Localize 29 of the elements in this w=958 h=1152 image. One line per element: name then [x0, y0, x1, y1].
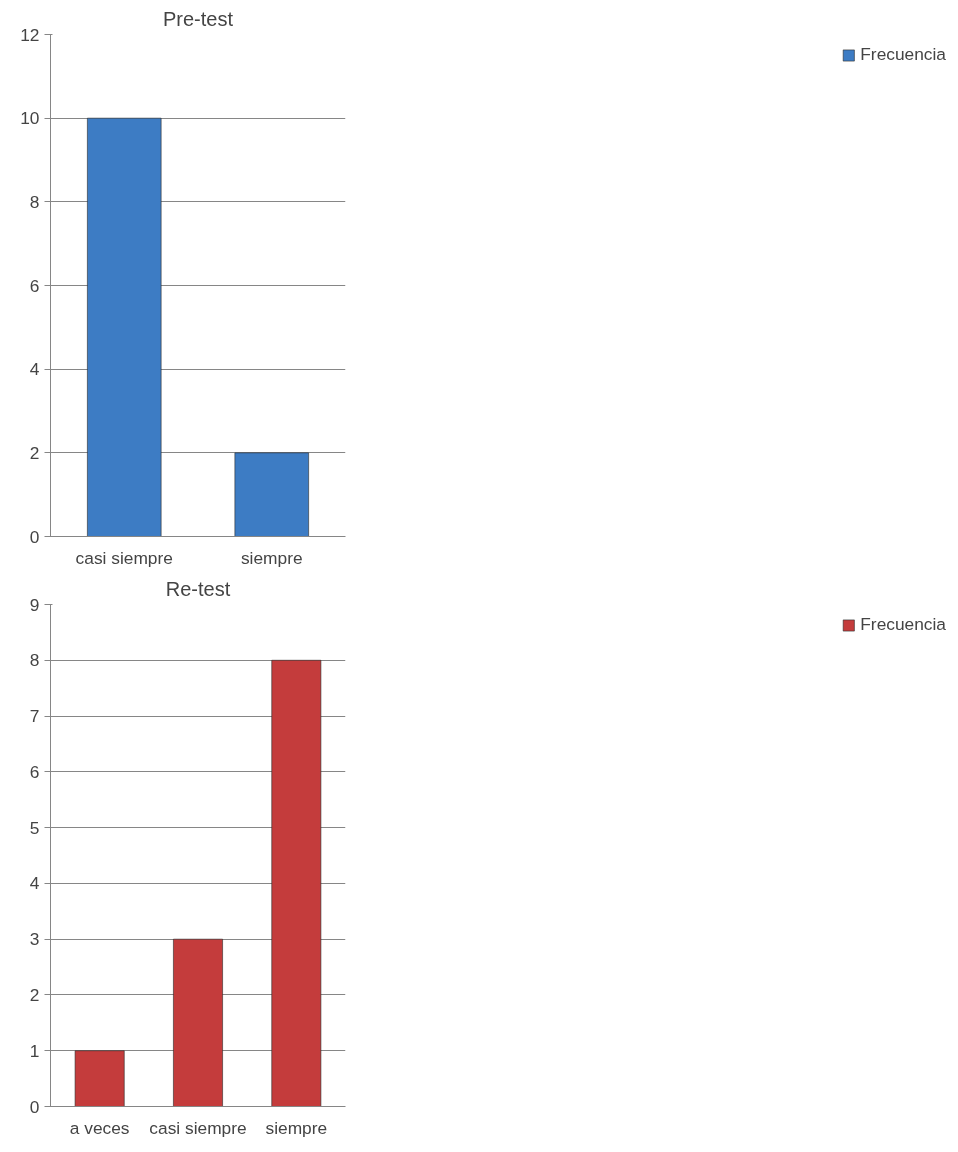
- chart-title: Pre-test: [162, 7, 234, 30]
- y-tick-label: 4: [29, 873, 40, 894]
- y-tick-label: 12: [20, 24, 40, 45]
- y-tick-label: 8: [29, 650, 40, 671]
- y-tick-label: 7: [29, 706, 40, 727]
- y-tick-label: 2: [29, 442, 40, 463]
- bar: [271, 659, 322, 1107]
- y-tick-label: 4: [29, 359, 40, 380]
- bar: [74, 1050, 125, 1107]
- x-tick-label: casi siempre: [75, 547, 173, 568]
- y-tick-label: 6: [29, 275, 40, 296]
- x-tick-label: a veces: [69, 1117, 130, 1138]
- y-tick-label: 6: [29, 761, 40, 782]
- y-tick-label: 2: [29, 984, 40, 1005]
- y-tick-label: 1: [29, 1040, 40, 1061]
- y-tick-label: 3: [29, 929, 40, 950]
- x-tick-label: siempre: [240, 547, 303, 568]
- bar: [173, 938, 223, 1107]
- y-tick-label: 8: [29, 191, 40, 212]
- y-tick-label: 10: [20, 108, 40, 129]
- y-tick-label: 5: [29, 817, 40, 838]
- y-tick-label: 9: [29, 594, 40, 615]
- legend-label: Frecuencia: [860, 44, 946, 65]
- x-tick-label: casi siempre: [149, 1117, 247, 1138]
- chart-title: Re-test: [165, 577, 231, 600]
- y-tick-label: 0: [29, 526, 40, 547]
- y-tick-label: 0: [29, 1096, 40, 1117]
- x-tick-label: siempre: [265, 1117, 328, 1138]
- legend-label: Frecuencia: [860, 614, 946, 635]
